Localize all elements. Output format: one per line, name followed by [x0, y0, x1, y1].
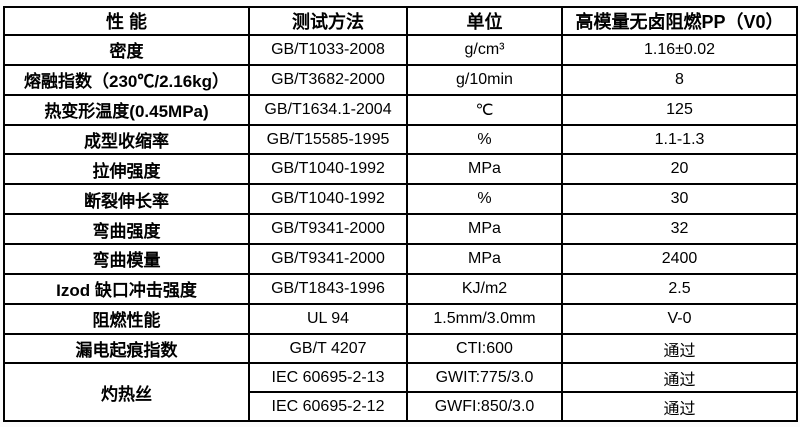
value-cell: V-0 — [561, 302, 798, 335]
table-row: 密度 GB/T1033-2008 g/cm³ 1.16±0.02 — [3, 34, 798, 66]
value-cell: 32 — [561, 213, 798, 246]
method-cell: GB/T1634.1-2004 — [248, 93, 408, 126]
table-row: 阻燃性能 UL 94 1.5mm/3.0mm V-0 — [3, 302, 798, 335]
table-row: 弯曲模量 GB/T9341-2000 MPa 2400 — [3, 243, 798, 275]
property-cell: 热变形温度(0.45MPa) — [3, 93, 250, 126]
property-cell: 弯曲模量 — [3, 243, 250, 275]
table-row: 热变形温度(0.45MPa) GB/T1634.1-2004 ℃ 125 — [3, 93, 798, 126]
header-unit: 单位 — [406, 6, 563, 36]
table-row: 断裂伸长率 GB/T1040-1992 % 30 — [3, 183, 798, 216]
unit-cell: MPa — [406, 243, 563, 275]
table-row: 熔融指数（230℃/2.16kg） GB/T3682-2000 g/10min … — [3, 63, 798, 96]
method-cell: GB/T15585-1995 — [248, 123, 408, 156]
unit-cell: CTI:600 — [406, 332, 563, 365]
table-row: 灼热丝 IEC 60695-2-13 GWIT:775/3.0 通过 — [3, 362, 798, 422]
property-cell: 熔融指数（230℃/2.16kg） — [3, 63, 250, 96]
table-row: 弯曲强度 GB/T9341-2000 MPa 32 — [3, 213, 798, 246]
property-cell: 拉伸强度 — [3, 153, 250, 186]
property-cell: 密度 — [3, 34, 250, 66]
value-cell: 通过 — [561, 362, 798, 394]
header-row: 性 能 测试方法 单位 高模量无卤阻燃PP（V0） — [3, 6, 798, 36]
table-row: 成型收缩率 GB/T15585-1995 % 1.1-1.3 — [3, 123, 798, 156]
property-cell: 弯曲强度 — [3, 213, 250, 246]
value-cell: 通过 — [561, 332, 798, 365]
method-cell: GB/T1843-1996 — [248, 272, 408, 305]
method-cell: GB/T 4207 — [248, 332, 408, 365]
material-properties-table: 性 能 测试方法 单位 高模量无卤阻燃PP（V0） 密度 GB/T1033-20… — [3, 6, 798, 422]
property-cell: 断裂伸长率 — [3, 183, 250, 216]
value-cell: 1.1-1.3 — [561, 123, 798, 156]
property-cell: 阻燃性能 — [3, 302, 250, 335]
method-cell: IEC 60695-2-13 — [248, 362, 408, 394]
method-cell: UL 94 — [248, 302, 408, 335]
property-cell-glow-wire: 灼热丝 — [3, 362, 250, 422]
header-test-method: 测试方法 — [248, 6, 408, 36]
unit-cell: 1.5mm/3.0mm — [406, 302, 563, 335]
table-row: 拉伸强度 GB/T1040-1992 MPa 20 — [3, 153, 798, 186]
table-row: 漏电起痕指数 GB/T 4207 CTI:600 通过 — [3, 332, 798, 365]
method-cell: IEC 60695-2-12 — [248, 391, 408, 422]
unit-cell: g/10min — [406, 63, 563, 96]
unit-cell: ℃ — [406, 93, 563, 126]
header-performance: 性 能 — [3, 6, 250, 36]
method-cell: GB/T3682-2000 — [248, 63, 408, 96]
value-cell: 8 — [561, 63, 798, 96]
unit-cell: g/cm³ — [406, 34, 563, 66]
unit-cell: MPa — [406, 153, 563, 186]
unit-cell: GWIT:775/3.0 — [406, 362, 563, 394]
method-cell: GB/T1040-1992 — [248, 153, 408, 186]
value-cell: 通过 — [561, 391, 798, 422]
header-material: 高模量无卤阻燃PP（V0） — [561, 6, 798, 36]
unit-cell: MPa — [406, 213, 563, 246]
unit-cell: % — [406, 183, 563, 216]
method-cell: GB/T9341-2000 — [248, 243, 408, 275]
method-cell: GB/T1040-1992 — [248, 183, 408, 216]
unit-cell: GWFI:850/3.0 — [406, 391, 563, 422]
unit-cell: KJ/m2 — [406, 272, 563, 305]
value-cell: 2.5 — [561, 272, 798, 305]
method-cell: GB/T1033-2008 — [248, 34, 408, 66]
property-cell: 成型收缩率 — [3, 123, 250, 156]
property-cell: 漏电起痕指数 — [3, 332, 250, 365]
value-cell: 1.16±0.02 — [561, 34, 798, 66]
unit-cell: % — [406, 123, 563, 156]
property-cell: Izod 缺口冲击强度 — [3, 272, 250, 305]
value-cell: 30 — [561, 183, 798, 216]
table-row: Izod 缺口冲击强度 GB/T1843-1996 KJ/m2 2.5 — [3, 272, 798, 305]
value-cell: 125 — [561, 93, 798, 126]
table-row: IEC 60695-2-12 GWFI:850/3.0 通过 — [4, 391, 798, 422]
value-cell: 20 — [561, 153, 798, 186]
value-cell: 2400 — [561, 243, 798, 275]
method-cell: GB/T9341-2000 — [248, 213, 408, 246]
